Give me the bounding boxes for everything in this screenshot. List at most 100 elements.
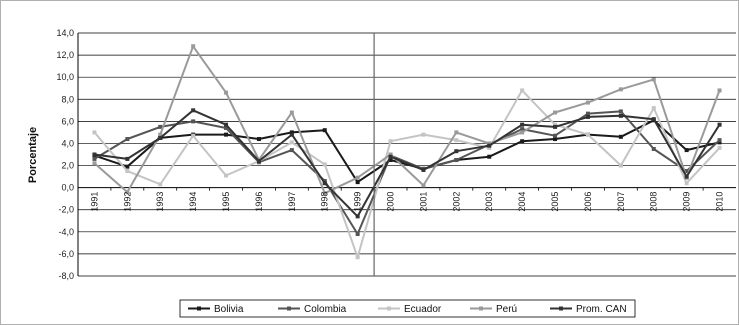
series-line	[93, 110, 721, 235]
legend-label: Prom. CAN	[576, 304, 627, 315]
data-point	[224, 122, 229, 127]
data-point	[289, 130, 294, 135]
data-point	[289, 132, 294, 137]
data-point	[684, 148, 689, 153]
data-point	[684, 169, 689, 174]
data-point	[355, 180, 360, 185]
series-line	[93, 89, 721, 259]
data-point	[585, 132, 590, 137]
data-point	[421, 167, 426, 172]
series-line	[94, 109, 721, 218]
data-point	[158, 182, 163, 187]
data-point	[125, 190, 130, 195]
data-point	[454, 149, 459, 154]
data-point	[717, 138, 722, 143]
legend: Bolivia Colombia Ecuador Perú Prom. CAN	[179, 299, 636, 318]
data-point	[651, 77, 656, 82]
legend-swatch-marker	[287, 306, 291, 311]
data-point	[520, 88, 525, 93]
x-tick-label: 2005	[550, 192, 560, 212]
data-point	[684, 181, 689, 186]
data-point	[224, 173, 229, 178]
x-tick-label: 2008	[649, 192, 659, 212]
data-point	[487, 143, 492, 148]
y-tick-label: -6,0	[58, 249, 74, 259]
data-point	[454, 158, 459, 163]
x-tick-label: 2001	[418, 192, 428, 212]
x-tick-label: 2004	[517, 192, 527, 212]
grid-layer	[78, 32, 736, 277]
data-point	[224, 125, 229, 130]
data-point	[520, 130, 525, 135]
data-point	[651, 106, 656, 111]
data-point	[585, 114, 590, 119]
x-tick-label: 1991	[89, 192, 99, 212]
data-point	[125, 164, 130, 169]
data-point	[92, 152, 97, 157]
x-tick-label: 1996	[254, 192, 264, 212]
data-point	[553, 124, 558, 129]
data-point	[585, 100, 590, 105]
data-point	[289, 148, 294, 153]
x-tick-label: 2007	[616, 192, 626, 212]
data-point	[520, 127, 525, 132]
x-tick-label: 1993	[155, 192, 165, 212]
y-tick-label: -2,0	[58, 205, 74, 215]
data-point	[92, 161, 97, 166]
legend-label: Colombia	[304, 304, 347, 315]
y-tick-label: 6,0	[61, 116, 74, 126]
data-point	[322, 179, 327, 184]
data-point	[487, 154, 492, 159]
data-point	[454, 138, 459, 143]
series-1	[92, 109, 722, 237]
series-2	[92, 88, 722, 260]
data-point	[651, 146, 656, 151]
legend-box	[179, 299, 636, 318]
data-point	[388, 158, 393, 163]
data-point	[717, 140, 722, 145]
data-point	[487, 141, 492, 146]
x-tick-label: 1998	[320, 192, 330, 212]
data-point	[355, 175, 360, 180]
data-point	[553, 133, 558, 138]
x-tick-label: 1999	[353, 192, 363, 212]
y-axis-label: Porcentaje	[27, 127, 39, 183]
data-point	[191, 133, 196, 138]
legend-swatch-marker	[559, 306, 563, 311]
data-point	[421, 183, 426, 188]
data-point	[388, 154, 393, 159]
data-point	[618, 109, 623, 114]
data-point	[520, 122, 525, 127]
y-tick-label: 12,0	[56, 50, 74, 60]
data-point	[651, 117, 656, 122]
data-point	[322, 181, 327, 186]
data-point	[256, 159, 261, 164]
y-tick-label: 14,0	[56, 28, 74, 38]
series-3	[92, 44, 722, 196]
legend-label: Perú	[496, 304, 517, 315]
x-tick-label: 1995	[221, 192, 231, 212]
data-point	[158, 132, 163, 137]
legend-label: Ecuador	[404, 304, 442, 315]
data-point	[158, 124, 163, 129]
data-point	[289, 110, 294, 115]
series-line	[93, 45, 721, 195]
y-tick-label: 0,0	[61, 183, 74, 193]
data-point	[289, 140, 294, 145]
data-point	[355, 255, 360, 260]
data-point	[520, 139, 525, 144]
data-point	[158, 135, 163, 140]
data-point	[618, 113, 623, 118]
data-point	[553, 122, 558, 127]
data-point	[553, 110, 558, 115]
data-point	[717, 145, 722, 150]
data-point	[191, 44, 196, 49]
y-tick-label: 4,0	[61, 138, 74, 148]
data-point	[388, 152, 393, 157]
data-point	[125, 137, 130, 142]
legend-swatch-marker	[197, 306, 201, 311]
data-point	[224, 132, 229, 137]
